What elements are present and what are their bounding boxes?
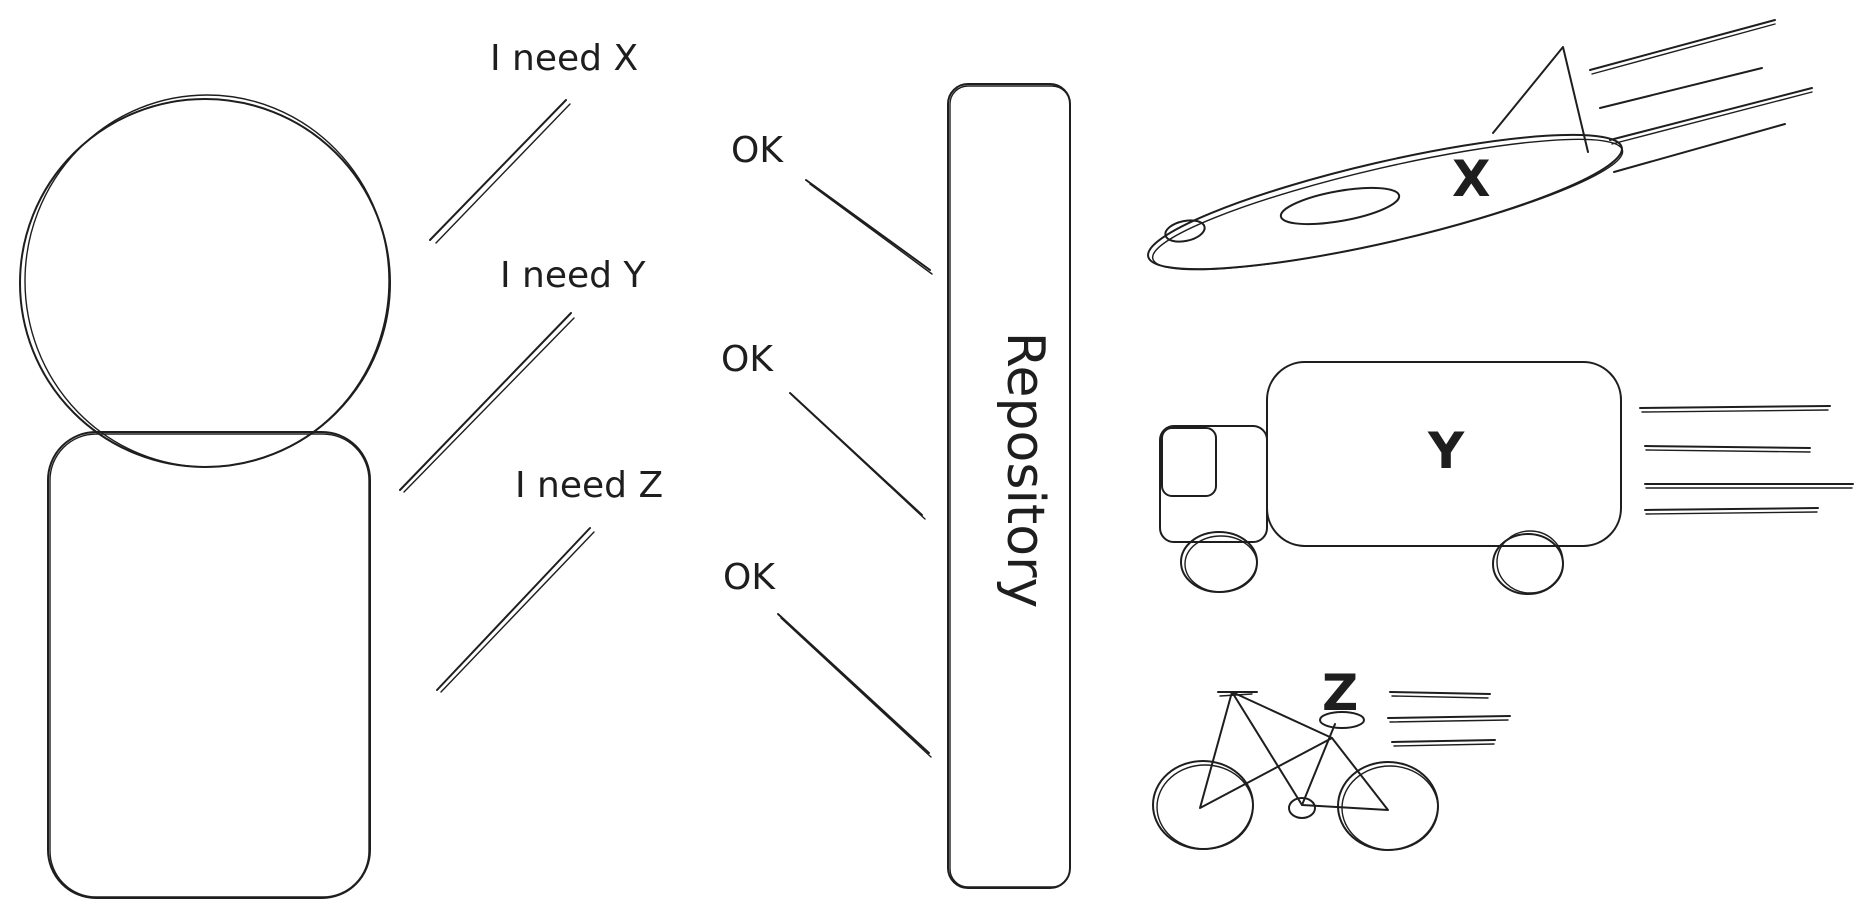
bicycle-speed-lines	[1387, 691, 1511, 747]
request-label-x: I need X	[490, 38, 638, 79]
response-line-y	[789, 392, 926, 520]
bicycle-frame	[1199, 691, 1389, 811]
bicycle-icon: Z	[1152, 664, 1511, 851]
request-line-x	[429, 99, 571, 244]
bicycle-label: Z	[1322, 664, 1358, 722]
repository-label: Repository	[995, 332, 1055, 609]
request-line-z	[436, 527, 595, 693]
request-label-y: I need Y	[500, 255, 646, 296]
airplane-window	[1279, 186, 1401, 226]
bicycle-front-wheel	[1337, 761, 1439, 851]
airplane-tail	[1492, 46, 1589, 153]
request-label-z: I need Z	[515, 465, 663, 506]
airplane-speed-lines	[1589, 19, 1813, 173]
truck-cab	[1159, 425, 1268, 543]
bicycle-rear-wheel	[1152, 760, 1254, 850]
truck-speed-lines	[1639, 405, 1854, 515]
response-line-x	[805, 179, 933, 275]
response-label-y: OK	[721, 339, 774, 380]
response-label-x: OK	[731, 130, 784, 171]
bicycle-handlebar	[1319, 711, 1365, 729]
person-body	[47, 431, 371, 899]
repository-box: Repository	[947, 83, 1071, 889]
airplane-fuselage	[1147, 133, 1624, 271]
truck-icon: Y	[1159, 361, 1854, 595]
request-line-y	[399, 312, 575, 493]
airplane-icon: X	[1147, 19, 1813, 271]
truck-front-wheel	[1180, 531, 1258, 593]
response-line-z	[777, 613, 932, 758]
response-label-z: OK	[723, 557, 776, 598]
truck-rear-wheel	[1492, 530, 1564, 595]
person-head	[19, 94, 391, 468]
bicycle-crank	[1288, 797, 1316, 819]
truck-window	[1161, 427, 1217, 497]
airplane-label: X	[1452, 150, 1491, 208]
truck-label: Y	[1427, 422, 1465, 480]
airplane-cockpit	[1164, 219, 1206, 243]
person-figure	[19, 94, 391, 899]
